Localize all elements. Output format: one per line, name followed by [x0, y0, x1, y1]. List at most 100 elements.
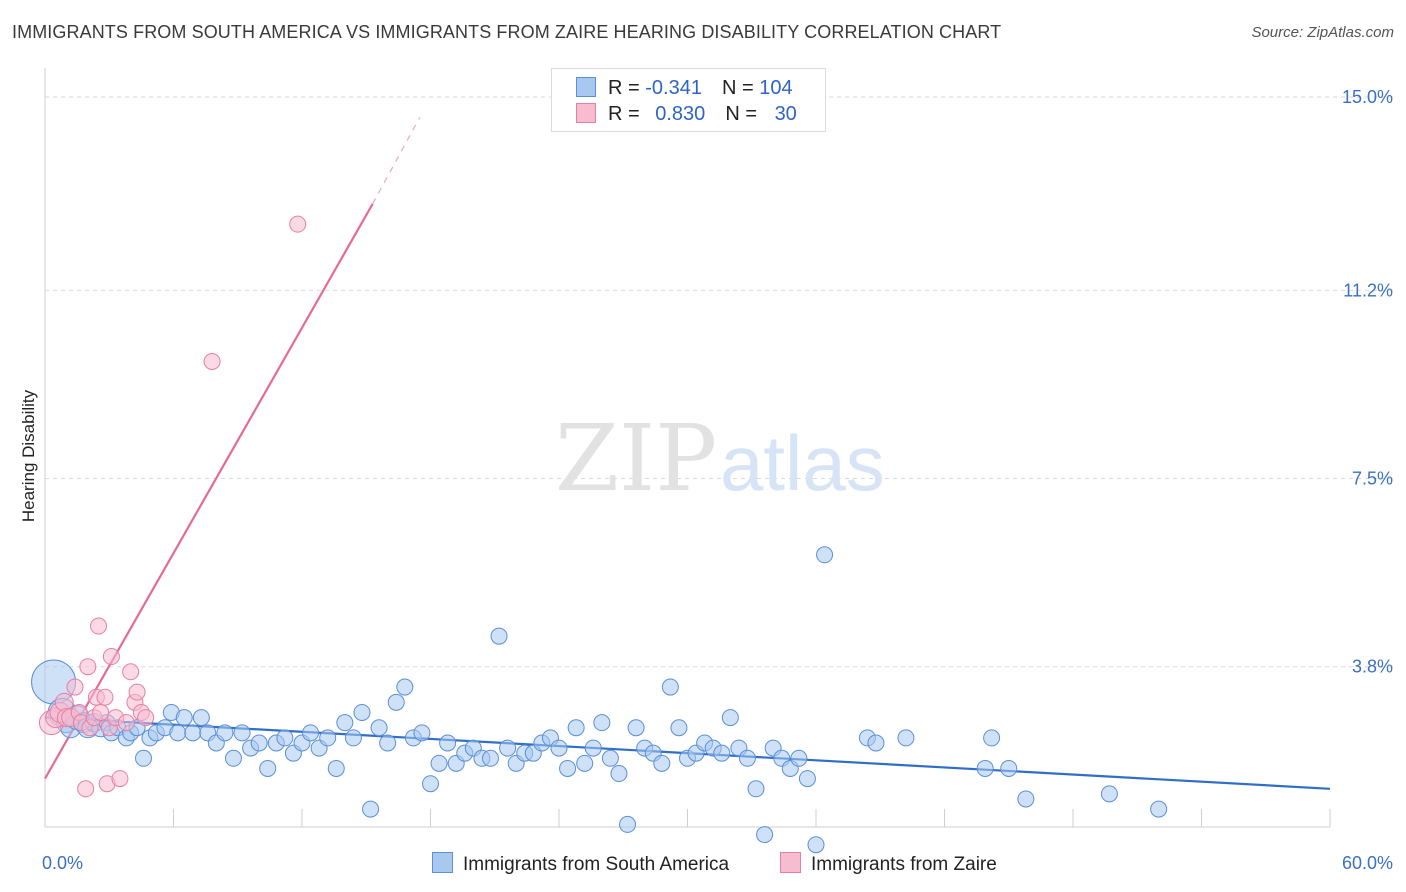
y-tick-label: 3.8%: [1352, 657, 1393, 677]
point-south-america: [983, 729, 1001, 747]
point-south-america: [798, 770, 816, 788]
watermark-atlas: atlas: [720, 419, 885, 507]
point-south-america: [353, 703, 371, 721]
point-south-america: [481, 749, 499, 767]
point-south-america: [610, 765, 628, 783]
point-south-america: [169, 724, 187, 742]
point-south-america: [336, 714, 354, 732]
legend-label-south-america: Immigrants from South America: [463, 854, 730, 875]
point-south-america: [490, 627, 508, 645]
legend-r-label: R =: [608, 103, 646, 125]
point-south-america: [259, 759, 277, 777]
watermark-zip: ZIP: [555, 405, 717, 512]
bottom-swatch-pink: [780, 852, 801, 873]
point-zaire: [122, 663, 140, 681]
correlation-legend: R = -0.341 N = 104 R = 0.830 N = 30: [551, 68, 826, 132]
legend-r-label: R =: [608, 77, 646, 99]
source-label: Source: ZipAtlas.com: [1251, 24, 1394, 41]
legend-swatch-blue: [576, 77, 596, 97]
point-south-america: [816, 546, 834, 564]
point-south-america: [327, 759, 345, 777]
point-south-america: [233, 724, 251, 742]
legend-label-zaire: Immigrants from Zaire: [811, 854, 997, 875]
y-axis-title: Hearing Disability: [19, 389, 38, 522]
point-zaire: [289, 215, 307, 233]
point-south-america: [661, 678, 679, 696]
point-south-america: [184, 724, 202, 742]
point-zaire: [92, 703, 110, 721]
point-south-america: [430, 754, 448, 772]
trend-line-zaire: [44, 203, 374, 780]
legend-n-value: 104: [759, 77, 793, 99]
bottom-swatch-blue: [432, 852, 453, 873]
point-south-america: [135, 749, 153, 767]
point-south-america: [224, 749, 242, 767]
point-south-america: [1150, 800, 1168, 818]
point-south-america: [1000, 759, 1018, 777]
point-south-america: [362, 800, 380, 818]
point-south-america: [807, 836, 825, 854]
legend-item-south-america: Immigrants from South America: [432, 852, 729, 876]
point-zaire: [77, 780, 95, 798]
point-zaire: [137, 709, 155, 727]
point-south-america: [422, 775, 439, 793]
point-south-america: [593, 714, 611, 732]
point-south-america: [439, 734, 457, 752]
point-south-america: [976, 759, 994, 777]
legend-row-zaire: R = 0.830 N = 30: [576, 103, 797, 127]
chart-title: IMMIGRANTS FROM SOUTH AMERICA VS IMMIGRA…: [12, 22, 1002, 42]
point-south-america: [559, 759, 577, 777]
point-south-america: [756, 826, 774, 844]
point-south-america: [276, 729, 294, 747]
point-south-america: [567, 719, 585, 737]
point-south-america: [387, 693, 405, 711]
point-south-america: [713, 744, 731, 762]
point-south-america: [584, 739, 602, 757]
point-zaire: [79, 658, 97, 676]
y-tick-label: 15.0%: [1342, 87, 1393, 107]
point-south-america: [550, 739, 568, 757]
point-zaire: [111, 770, 129, 788]
point-south-america: [302, 724, 320, 742]
point-zaire: [90, 617, 108, 635]
point-south-america: [653, 754, 671, 772]
x-tick-label-min: 0.0%: [42, 853, 83, 873]
point-south-america: [670, 719, 688, 737]
legend-n-label: N =: [725, 103, 763, 125]
zaire-points: [38, 215, 307, 798]
point-south-america: [175, 709, 193, 727]
point-zaire: [66, 678, 84, 696]
point-south-america: [319, 729, 337, 747]
point-south-america: [499, 739, 517, 757]
point-south-america: [192, 709, 210, 727]
point-south-america: [897, 729, 915, 747]
y-tick-label: 7.5%: [1352, 469, 1393, 489]
point-south-america: [576, 754, 594, 772]
point-zaire: [96, 688, 114, 706]
point-south-america: [396, 678, 414, 696]
watermark: ZIP atlas: [555, 405, 885, 512]
point-south-america: [619, 815, 637, 833]
point-south-america: [344, 729, 362, 747]
legend-swatch-pink: [576, 103, 596, 123]
point-south-america: [601, 749, 619, 767]
point-zaire: [117, 714, 135, 732]
legend-r-value: -0.341: [645, 77, 702, 99]
point-south-america: [867, 734, 885, 752]
point-south-america: [216, 724, 234, 742]
legend-n-value: 30: [774, 103, 797, 125]
point-south-america: [747, 780, 765, 798]
point-south-america: [379, 734, 397, 752]
point-south-america: [250, 734, 268, 752]
point-south-america: [790, 749, 808, 767]
point-south-america: [627, 719, 645, 737]
point-zaire: [128, 683, 146, 701]
legend-item-zaire: Immigrants from Zaire: [780, 852, 997, 876]
point-south-america: [721, 709, 739, 727]
legend-n-label: N =: [721, 77, 760, 99]
legend-r-value: 0.830: [655, 103, 706, 125]
point-south-america: [370, 719, 388, 737]
point-south-america: [1100, 785, 1118, 803]
legend-row-south-america: R = -0.341 N = 104: [576, 77, 793, 101]
